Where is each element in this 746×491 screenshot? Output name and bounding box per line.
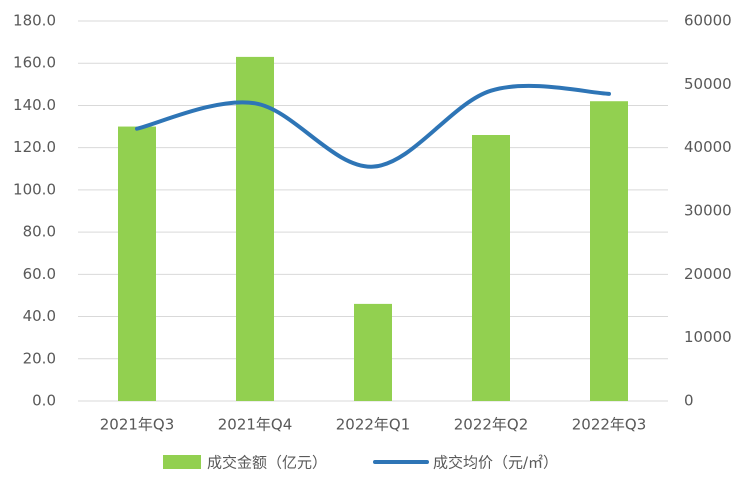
y2-tick-label: 60000 [684,12,732,30]
x-tick-label: 2021年Q3 [100,416,175,434]
bar [590,101,628,401]
y-tick-label: 120.0 [13,138,56,156]
x-tick-label: 2022年Q3 [572,416,647,434]
x-tick-label: 2022年Q2 [454,416,529,434]
y-tick-label: 140.0 [13,96,56,114]
bar [118,126,156,402]
y-tick-label: 0.0 [32,392,56,410]
bar [236,56,274,402]
legend-label: 成交金额（亿元） [207,454,327,472]
y-tick-label: 60.0 [23,265,56,283]
y-tick-label: 40.0 [23,307,56,325]
y2-tick-label: 10000 [684,328,732,346]
bar [472,135,510,401]
x-tick-label: 2021年Q4 [218,416,293,434]
y-tick-label: 160.0 [13,54,56,72]
y2-tick-label: 50000 [684,75,732,93]
legend-swatch [163,455,201,469]
y2-tick-label: 0 [684,392,694,410]
y-tick-label: 80.0 [23,223,56,241]
legend-label: 成交均价（元/㎡） [433,454,558,472]
y-tick-label: 180.0 [13,12,56,30]
x-tick-label: 2022年Q1 [336,416,411,434]
line [135,83,611,169]
y-tick-label: 20.0 [23,349,56,367]
bar [354,303,392,401]
y2-tick-label: 20000 [684,265,732,283]
y2-tick-label: 40000 [684,138,732,156]
y-tick-label: 100.0 [13,180,56,198]
y2-tick-label: 30000 [684,202,732,220]
